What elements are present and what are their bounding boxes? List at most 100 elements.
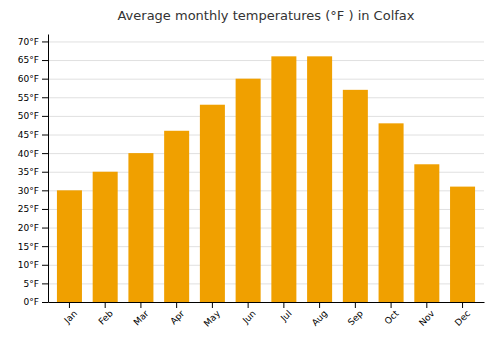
y-tick-mark (42, 190, 48, 191)
y-tick-label: 55°F (18, 93, 39, 103)
y-tick-label: 60°F (18, 74, 39, 84)
y-tick-label: 70°F (18, 37, 39, 47)
y-tick: 0°F (24, 297, 48, 307)
grid-line (48, 135, 484, 136)
x-tick-label: Dec (453, 308, 472, 327)
x-tick: Oct (383, 302, 401, 327)
bars (57, 56, 475, 302)
grid-tick (48, 97, 484, 98)
grid-line (48, 116, 484, 117)
y-tick-mark (42, 60, 48, 61)
bar (200, 105, 225, 302)
y-tick: 65°F (18, 55, 48, 65)
y-tick-label: 40°F (18, 148, 39, 158)
x-tick-label: Feb (97, 308, 116, 327)
chart-title: Average monthly temperatures (°F ) in Co… (117, 8, 414, 23)
y-tick: 55°F (18, 93, 48, 103)
grid-tick (48, 135, 484, 136)
bar (164, 131, 189, 302)
y-tick-label: 20°F (18, 223, 39, 233)
grid-line (48, 79, 484, 80)
grid-line (48, 97, 484, 98)
y-tick: 15°F (18, 242, 48, 252)
x-tick-label: Apr (168, 308, 186, 326)
y-tick-label: 10°F (18, 260, 39, 270)
chart-container: 0°F 5°F 10°F 15°F 20°F 25°F 30°F 35°F 40°F 45°F 50… (0, 0, 500, 350)
bar (128, 153, 153, 302)
x-tick-label: Aug (310, 308, 330, 328)
x-tick-mark (105, 302, 106, 308)
y-tick-label: 0°F (24, 297, 39, 307)
x-tick-mark (426, 302, 427, 308)
y-tick: 40°F (18, 148, 48, 158)
x-tick-label: Jul (278, 308, 293, 323)
x-tick: Aug (310, 302, 330, 328)
x-tick-label: Sep (346, 308, 365, 327)
plot-area: 0°F 5°F 10°F 15°F 20°F 25°F 30°F 35°F 40°F 45°F 50… (18, 35, 485, 329)
y-tick-mark (42, 172, 48, 173)
x-axis-line (49, 302, 485, 303)
y-axis: 0°F 5°F 10°F 15°F 20°F 25°F 30°F 35°F 40°F 45°F 50… (18, 35, 49, 308)
y-tick-label: 45°F (18, 130, 39, 140)
bar (414, 164, 439, 302)
x-tick-label: Oct (383, 308, 401, 326)
y-tick-mark (42, 97, 48, 98)
x-tick: Mar (132, 302, 151, 328)
grid-tick (48, 302, 484, 303)
bar (93, 172, 118, 302)
y-tick-label: 25°F (18, 204, 39, 214)
y-tick: 5°F (24, 279, 48, 289)
grid-tick (48, 79, 484, 80)
grid-tick (48, 116, 484, 117)
x-tick-label: May (202, 308, 223, 329)
grid-line (48, 153, 484, 154)
bar (271, 56, 296, 302)
y-tick-mark (42, 135, 48, 136)
y-tick: 60°F (18, 74, 48, 84)
y-tick-mark (42, 41, 48, 42)
bar (236, 79, 261, 302)
x-tick-mark (391, 302, 392, 308)
y-tick-label: 35°F (18, 167, 39, 177)
y-tick-mark (42, 283, 48, 284)
x-tick-mark (140, 302, 141, 308)
x-tick-mark (176, 302, 177, 308)
bar (379, 123, 404, 302)
y-axis-line (48, 35, 49, 303)
grid (48, 42, 484, 303)
x-tick-mark (248, 302, 249, 308)
x-axis: Jan Feb Mar Apr May Jun Jul Aug Sep Oct Nov Dec (49, 302, 485, 329)
y-tick-mark (42, 116, 48, 117)
x-tick: Jan (62, 302, 80, 326)
x-tick-mark (69, 302, 70, 308)
x-tick: Sep (346, 302, 365, 328)
y-tick-label: 15°F (18, 242, 39, 252)
bar (307, 56, 332, 302)
x-tick: May (202, 302, 223, 329)
y-tick: 25°F (18, 204, 48, 214)
y-tick-mark (42, 209, 48, 210)
y-tick: 20°F (18, 223, 48, 233)
x-tick: Nov (417, 302, 437, 328)
x-tick-mark (462, 302, 463, 308)
x-tick-mark (283, 302, 284, 308)
y-tick-mark (42, 153, 48, 154)
y-tick: 35°F (18, 167, 48, 177)
grid-tick (48, 153, 484, 154)
y-tick: 30°F (18, 186, 48, 196)
x-tick: Jun (240, 302, 258, 326)
x-tick-label: Jun (240, 308, 258, 326)
y-tick-mark (42, 228, 48, 229)
y-tick-mark (42, 79, 48, 80)
x-tick: Apr (168, 302, 186, 327)
y-tick-label: 50°F (18, 111, 39, 121)
y-tick: 10°F (18, 260, 48, 270)
bar (450, 187, 475, 302)
x-tick-mark (319, 302, 320, 308)
y-tick-mark (42, 302, 48, 303)
y-tick: 50°F (18, 111, 48, 121)
x-tick-mark (355, 302, 356, 308)
bar (343, 90, 368, 302)
x-tick: Feb (97, 302, 116, 327)
x-tick: Jul (278, 302, 293, 324)
